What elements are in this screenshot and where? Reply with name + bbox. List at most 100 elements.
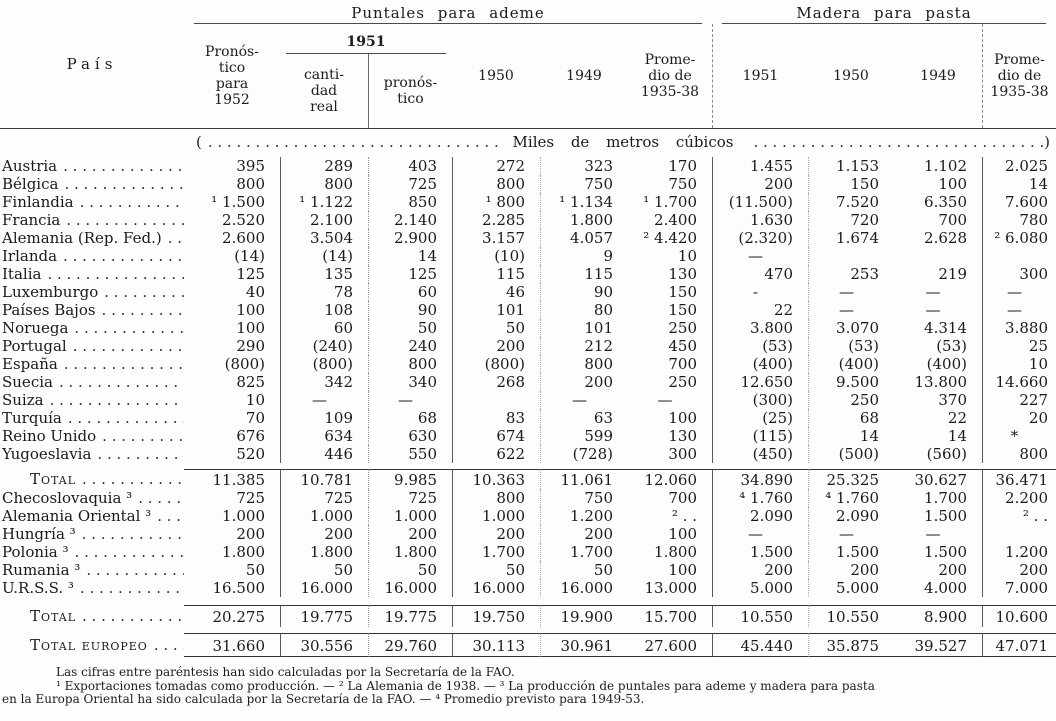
cell bbox=[982, 525, 1056, 543]
cell: 36.471 bbox=[982, 469, 1056, 489]
cell: 108 bbox=[280, 301, 368, 319]
table-row: U.R.S.S. ³. . . . . . . . . . . . . . . … bbox=[0, 579, 1056, 597]
row-label: Total europeo. . . . . . . . . . . . . .… bbox=[0, 633, 184, 657]
cell: 200 bbox=[452, 525, 540, 543]
cell: 2.285 bbox=[452, 211, 540, 229]
cell: (25) bbox=[712, 409, 808, 427]
cell: 1.800 bbox=[654, 543, 697, 561]
cell: (560) bbox=[926, 445, 967, 463]
cell: 6.350 bbox=[924, 193, 967, 211]
cell: 2.090 bbox=[712, 507, 808, 525]
column-header-cantidad-real: canti- dad real bbox=[303, 67, 345, 115]
cell: 2.090 bbox=[808, 507, 894, 525]
cell: 1.800 bbox=[540, 211, 628, 229]
cell: (10) bbox=[452, 247, 540, 265]
row-label: Noruega. . . . . . . . . . . . . . . . .… bbox=[2, 319, 184, 337]
table-row: Total europeo. . . . . . . . . . . . . .… bbox=[0, 633, 1056, 657]
column-header-pronostico: pronós- tico bbox=[368, 54, 452, 128]
leader-dots: . . . . . . . . . . . . . . . . . . . . … bbox=[63, 247, 184, 265]
column-header-madera-promedio-1935-38: Prome- dio de 1935-38 bbox=[982, 24, 1056, 128]
cell: 14 bbox=[982, 175, 1056, 193]
cell: 90 bbox=[540, 283, 628, 301]
table-row: Yugoeslavia. . . . . . . . . . . . . . .… bbox=[0, 445, 1056, 463]
cell: 1.800 bbox=[280, 543, 368, 561]
cell bbox=[808, 247, 894, 265]
leader-dots: . . . . . . . . . . . . . . . . . . . . … bbox=[63, 355, 184, 373]
cell: 109 bbox=[280, 409, 368, 427]
table-row: Finlandia. . . . . . . . . . . . . . . .… bbox=[0, 193, 1056, 211]
cell: 1.700 bbox=[924, 489, 967, 507]
cell: (800) bbox=[224, 355, 265, 373]
cell: ¹ 1.500 bbox=[211, 193, 265, 211]
leader-dots: . . . . . . . . . . . . . . . . . . . . … bbox=[67, 409, 184, 427]
table-row: Suecia. . . . . . . . . . . . . . . . . … bbox=[0, 373, 1056, 391]
cell: 253 bbox=[808, 265, 894, 283]
leader-dots: . . . . . . . . . . . . . . . . . . . . … bbox=[97, 445, 184, 463]
cell: 30.961 bbox=[540, 633, 628, 657]
cell: 1.700 bbox=[452, 543, 540, 561]
cell: 19.750 bbox=[452, 605, 540, 627]
cell: 200 bbox=[808, 561, 894, 579]
cell: 39.527 bbox=[894, 633, 982, 657]
table-row: Suiza. . . . . . . . . . . . . . . . . .… bbox=[0, 391, 1056, 409]
cell: 1.500 bbox=[808, 543, 894, 561]
cell: 100 bbox=[668, 561, 697, 579]
cell: 2.900 bbox=[368, 229, 452, 247]
cell: (728) bbox=[540, 445, 628, 463]
row-label: Italia. . . . . . . . . . . . . . . . . … bbox=[0, 265, 184, 283]
cell: — bbox=[808, 301, 894, 319]
cell: 16.000 bbox=[540, 579, 628, 597]
cell: 101 bbox=[452, 301, 540, 319]
cell: 1.000 bbox=[222, 507, 265, 525]
units-close-paren: ) bbox=[1044, 133, 1050, 151]
leader-dots: . . . . . . . . . . . . . . . . . . . . … bbox=[74, 319, 184, 337]
cell: 10.600 bbox=[982, 605, 1056, 627]
cell: ² . . bbox=[982, 507, 1056, 525]
row-label: Polonia ³. . . . . . . . . . . . . . . .… bbox=[2, 543, 184, 561]
row-label: Alemania (Rep. Fed.). . . . . . . . . . … bbox=[2, 229, 184, 247]
cell: 7.600 bbox=[982, 193, 1056, 211]
row-label: Turquía. . . . . . . . . . . . . . . . .… bbox=[0, 409, 184, 427]
row-label: Checoslovaquia ³. . . . . . . . . . . . … bbox=[0, 489, 184, 507]
row-label: Luxemburgo. . . . . . . . . . . . . . . … bbox=[0, 283, 184, 301]
table-row: Países Bajos. . . . . . . . . . . . . . … bbox=[0, 301, 1056, 319]
cell: 470 bbox=[712, 265, 808, 283]
cell: (11.500) bbox=[712, 193, 808, 211]
cell: (240) bbox=[280, 337, 368, 355]
cell: 50 bbox=[368, 319, 452, 337]
cell: 290 bbox=[236, 337, 265, 355]
row-label: Alemania Oriental ³. . . . . . . . . . .… bbox=[0, 507, 184, 525]
cell: 16.000 bbox=[368, 579, 452, 597]
cell: 446 bbox=[280, 445, 368, 463]
cell: 1.000 bbox=[280, 507, 368, 525]
cell: 20 bbox=[982, 409, 1056, 427]
cell: 7.520 bbox=[808, 193, 894, 211]
cell: 725 bbox=[236, 489, 265, 507]
cell: 1.700 bbox=[540, 543, 628, 561]
cell: 634 bbox=[280, 427, 368, 445]
cell: 300 bbox=[982, 265, 1056, 283]
cell bbox=[982, 247, 1056, 265]
leader-dots: . . . . . . . . . . . . . . . . . . . . … bbox=[102, 427, 184, 445]
cell: 16.000 bbox=[280, 579, 368, 597]
cell: 83 bbox=[452, 409, 540, 427]
leader-dots: . . . . . . . . . . . . . . . . . . . . … bbox=[138, 489, 184, 507]
cell: (53) bbox=[712, 337, 808, 355]
cell: 200 bbox=[712, 561, 808, 579]
cell: 700 bbox=[938, 211, 967, 229]
cell: 3.504 bbox=[280, 229, 368, 247]
cell: 200 bbox=[280, 525, 368, 543]
cell: 4.000 bbox=[924, 579, 967, 597]
cell: 100 bbox=[236, 301, 265, 319]
row-label: Irlanda. . . . . . . . . . . . . . . . .… bbox=[2, 247, 184, 265]
column-header-madera-1951: 1951 bbox=[712, 24, 808, 128]
cell: 200 bbox=[540, 525, 628, 543]
cell: 30.627 bbox=[894, 469, 982, 489]
cell: 550 bbox=[368, 445, 452, 463]
cell: 850 bbox=[368, 193, 452, 211]
units-open-paren: ( bbox=[196, 133, 202, 151]
cell: 2.600 bbox=[222, 229, 265, 247]
leader-dots: . . . . . . . . . . . . . . . . . . . . … bbox=[207, 133, 499, 151]
row-label: Rumania ³. . . . . . . . . . . . . . . .… bbox=[0, 561, 184, 579]
cell: 5.000 bbox=[712, 579, 808, 597]
